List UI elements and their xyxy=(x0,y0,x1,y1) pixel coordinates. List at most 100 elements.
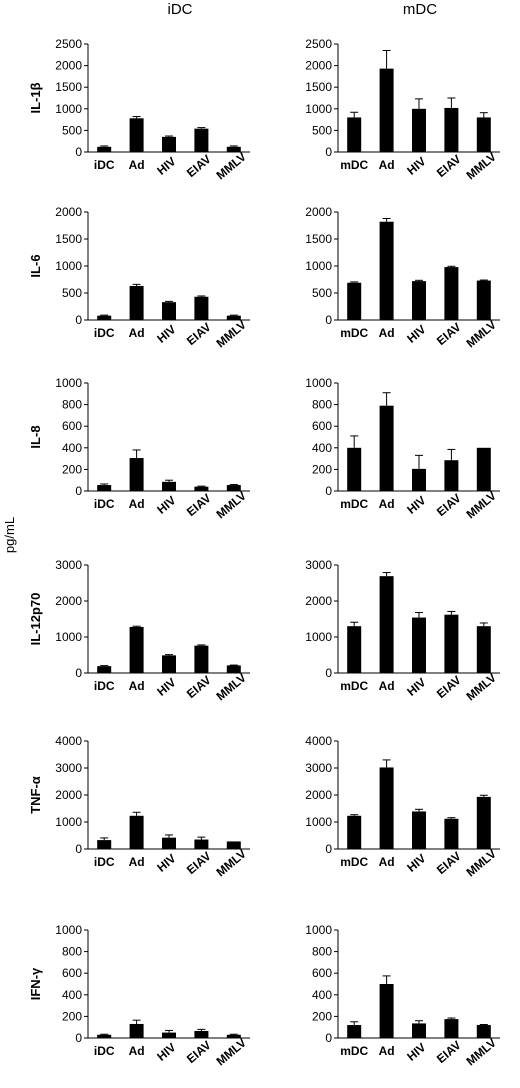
y-tick-label: 0 xyxy=(325,484,332,498)
category-label: HIV xyxy=(154,1040,178,1064)
y-tick-label: 400 xyxy=(62,441,82,455)
category-label: Ad xyxy=(129,1044,145,1058)
y-tick-label: 600 xyxy=(312,966,332,980)
bar xyxy=(226,1034,241,1038)
y-tick-label: 1500 xyxy=(305,80,332,94)
panel-0-1: 0 500 1000 1500 2000 2500 mDC Ad HIV EIAV MMLV xyxy=(305,37,500,182)
bar xyxy=(476,626,491,673)
category-label: Ad xyxy=(379,855,395,869)
category-label: iDC xyxy=(94,1044,115,1058)
y-tick-label: 500 xyxy=(62,123,82,137)
bar xyxy=(226,665,241,673)
bar xyxy=(97,485,112,491)
y-tick-label: 600 xyxy=(62,419,82,433)
y-tick-label: 200 xyxy=(312,1009,332,1023)
category-label: EIAV xyxy=(434,1038,464,1066)
category-label: HIV xyxy=(154,493,178,517)
bar xyxy=(97,1034,112,1038)
y-tick-label: 2000 xyxy=(55,59,82,73)
y-tick-label: 3000 xyxy=(55,558,82,572)
category-label: EIAV xyxy=(184,491,214,519)
bar xyxy=(226,315,241,320)
category-label: MMLV xyxy=(464,1036,499,1069)
column-title-idc: iDC xyxy=(168,1,193,18)
panel-2-0: 0 200 400 600 800 1000 IL-8 iDC Ad HIV EIAV MMLV xyxy=(28,376,250,521)
bar xyxy=(226,841,241,849)
bar xyxy=(444,818,459,849)
bar xyxy=(129,626,144,673)
y-tick-label: 2500 xyxy=(55,37,82,51)
y-tick-label: 0 xyxy=(325,842,332,856)
category-label: iDC xyxy=(94,679,115,693)
y-tick-label: 1000 xyxy=(305,102,332,116)
y-axis-label: IL-12p70 xyxy=(28,593,43,646)
category-label: HIV xyxy=(154,851,178,875)
y-tick-label: 800 xyxy=(62,398,82,412)
category-label: EIAV xyxy=(434,849,464,877)
category-label: Ad xyxy=(379,326,395,340)
bar xyxy=(347,117,362,152)
bar xyxy=(129,458,144,491)
category-label: Ad xyxy=(129,855,145,869)
bar xyxy=(412,108,426,152)
panel-3-0: 0 1000 2000 3000 IL-12p70 iDC Ad HIV EIAV MMLV xyxy=(28,558,250,703)
y-tick-label: 800 xyxy=(312,945,332,959)
bar xyxy=(412,281,426,320)
y-tick-label: 1000 xyxy=(55,630,82,644)
y-tick-label: 2000 xyxy=(55,205,82,219)
bar xyxy=(379,405,394,491)
bar xyxy=(194,296,209,320)
category-label: Ad xyxy=(129,326,145,340)
bar xyxy=(97,146,112,152)
bar xyxy=(162,481,176,491)
y-tick-label: 2000 xyxy=(305,788,332,802)
y-tick-label: 1000 xyxy=(55,259,82,273)
y-tick-label: 1000 xyxy=(55,923,82,937)
y-tick-label: 1000 xyxy=(55,102,82,116)
column-title-mdc: mDC xyxy=(403,1,437,18)
category-label: MMLV xyxy=(464,318,499,351)
category-label: EIAV xyxy=(434,320,464,348)
y-tick-label: 2500 xyxy=(305,37,332,51)
y-axis-label: IL-1β xyxy=(28,82,43,113)
category-label: MMLV xyxy=(214,1036,249,1069)
y-tick-label: 600 xyxy=(312,419,332,433)
category-label: HIV xyxy=(154,154,178,178)
y-axis-label: TNF-α xyxy=(28,776,43,814)
category-label: mDC xyxy=(340,497,368,511)
bar xyxy=(412,1023,426,1038)
category-label: mDC xyxy=(340,158,368,172)
y-tick-label: 0 xyxy=(325,1031,332,1045)
y-tick-label: 2000 xyxy=(305,594,332,608)
y-tick-label: 600 xyxy=(62,966,82,980)
bar xyxy=(162,837,176,849)
category-label: EIAV xyxy=(434,491,464,519)
bar xyxy=(444,107,459,152)
panel-3-1: 0 1000 2000 3000 mDC Ad HIV EIAV MMLV xyxy=(305,558,500,703)
bar xyxy=(194,839,209,849)
y-tick-label: 1000 xyxy=(305,815,332,829)
bar xyxy=(194,128,209,152)
y-axis-label: IFN-γ xyxy=(28,967,43,1000)
bar xyxy=(379,984,394,1038)
bar xyxy=(194,1030,209,1038)
y-axis-label: IL-8 xyxy=(28,425,43,448)
y-tick-label: 1000 xyxy=(55,815,82,829)
y-tick-label: 0 xyxy=(75,145,82,159)
panel-4-1: 0 1000 2000 3000 4000 mDC Ad HIV EIAV MMLV xyxy=(305,734,500,879)
category-label: EIAV xyxy=(184,320,214,348)
bar xyxy=(444,614,459,673)
category-label: HIV xyxy=(154,322,178,346)
bar xyxy=(444,1019,459,1038)
y-tick-label: 200 xyxy=(312,462,332,476)
bar xyxy=(412,811,426,849)
y-tick-label: 3000 xyxy=(305,761,332,775)
bar xyxy=(347,1025,362,1038)
bar xyxy=(379,767,394,849)
bar xyxy=(97,840,112,849)
category-label: Ad xyxy=(129,158,145,172)
category-label: mDC xyxy=(340,326,368,340)
category-label: mDC xyxy=(340,1044,368,1058)
